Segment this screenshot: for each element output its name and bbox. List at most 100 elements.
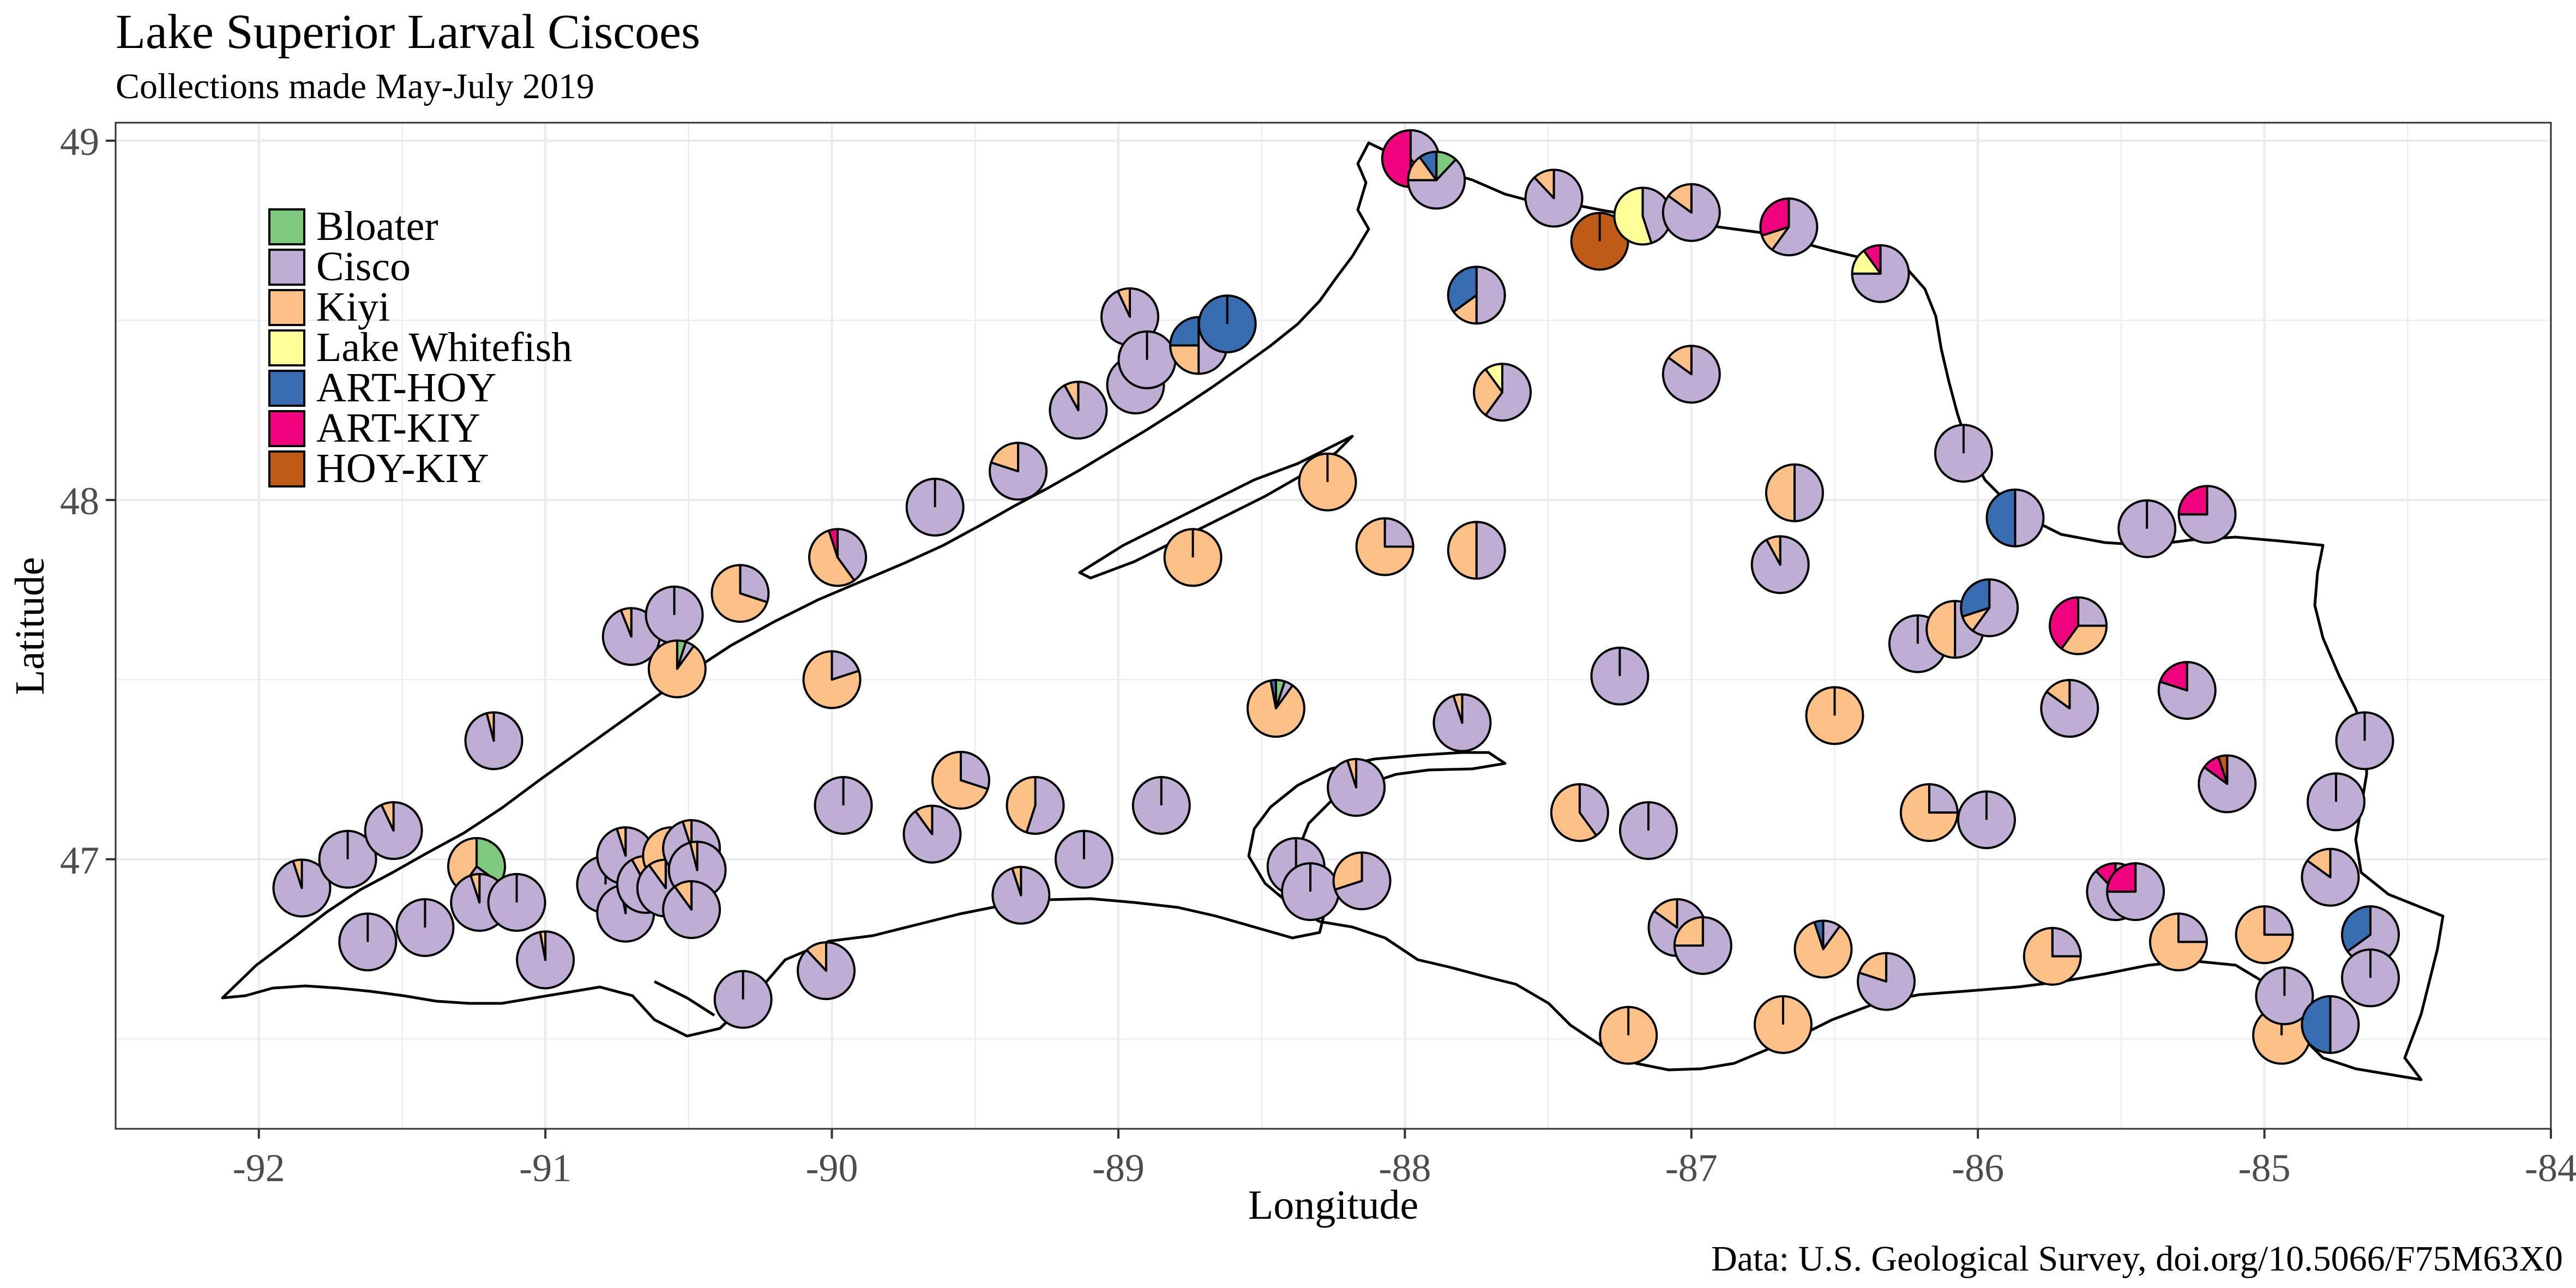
pie-marker <box>1590 646 1650 706</box>
pie-slice <box>990 442 1020 473</box>
pie-marker <box>2049 596 2108 655</box>
pie-marker <box>2040 679 2099 738</box>
legend-label: Lake Whitefish <box>316 324 572 370</box>
pie-slice <box>2106 862 2137 893</box>
pie-marker <box>1550 783 1609 842</box>
pie-marker <box>1447 266 1506 325</box>
pie-slice <box>673 880 693 911</box>
pie-marker <box>318 829 377 889</box>
pie-marker <box>2177 485 2237 544</box>
pie-slice <box>689 840 699 871</box>
pie-marker <box>1599 1006 1658 1065</box>
pie-marker <box>1759 197 1819 257</box>
pie-slice <box>2306 847 2332 878</box>
pie-slice <box>2263 905 2294 936</box>
pie-slice <box>2177 485 2237 544</box>
legend-label: Bloater <box>316 203 438 249</box>
pie-slice <box>1355 517 1415 576</box>
legend-key <box>268 208 305 245</box>
pie-slice <box>1011 865 1022 896</box>
pie-marker <box>797 941 856 1001</box>
pie-slice <box>711 564 768 623</box>
pie-slice <box>647 639 707 699</box>
y-tick-label: 49 <box>60 120 99 164</box>
keweenaw-peninsula-shoreline <box>653 980 715 1017</box>
pie-marker <box>808 528 868 587</box>
legend-key <box>268 410 305 447</box>
pie-slice <box>1475 521 1506 580</box>
pie-slice <box>380 801 395 832</box>
pie-slice <box>1928 783 1959 814</box>
x-tick-label: -90 <box>806 1146 858 1190</box>
pie-slice <box>292 858 303 889</box>
x-tick-label: -91 <box>519 1146 571 1190</box>
pie-slice <box>1063 381 1080 412</box>
pie-slice <box>1613 186 1653 246</box>
pie-slice <box>470 872 481 904</box>
pie-slice <box>619 607 633 638</box>
pie-marker <box>713 970 773 1029</box>
pie-marker <box>1447 521 1506 580</box>
pie-slice <box>1006 775 1037 834</box>
pie-marker <box>2235 905 2294 965</box>
pie-slice <box>2148 912 2208 972</box>
pie-slice <box>447 836 478 891</box>
y-tick-label: 47 <box>60 839 99 882</box>
pie-slice <box>802 650 862 709</box>
pie-marker <box>1793 919 1853 979</box>
pie-slice <box>1475 266 1506 325</box>
pie-slice <box>1418 151 1438 182</box>
pie-marker <box>1407 151 1466 210</box>
pie-marker <box>1524 168 1584 228</box>
legend-key <box>268 289 305 326</box>
legend-label: HOY-KIY <box>316 446 489 491</box>
x-tick-label: -92 <box>233 1146 285 1190</box>
x-tick-label: -85 <box>2238 1146 2291 1190</box>
pie-marker <box>1473 363 1532 422</box>
pie-marker <box>1332 851 1392 911</box>
pie-marker <box>1433 693 1492 753</box>
pie-marker <box>1327 758 1386 817</box>
pie-marker <box>2301 995 2360 1054</box>
pie-slice <box>2235 905 2294 965</box>
pie-marker <box>487 872 546 932</box>
chart-title: Lake Superior Larval Ciscoes <box>116 5 700 59</box>
pie-marker <box>2341 905 2400 965</box>
pie-marker <box>647 639 707 699</box>
plot-panel <box>116 123 2551 1129</box>
pie-slice <box>1346 758 1358 789</box>
pie-slice <box>1667 183 1693 214</box>
pie-slice <box>2045 679 2071 710</box>
pie-marker <box>989 442 1048 501</box>
pie-slice <box>1960 578 1991 618</box>
x-tick-label: -88 <box>1379 1146 1431 1190</box>
pie-marker <box>1618 801 1678 860</box>
pie-marker <box>645 585 704 645</box>
pie-slice <box>2177 912 2208 943</box>
pie-slice <box>1550 783 1598 842</box>
pie-slice <box>1925 600 1957 659</box>
pie-marker <box>1662 183 1721 242</box>
pie-marker <box>1054 829 1114 889</box>
pie-slice <box>1673 916 1732 975</box>
pie-marker <box>711 564 770 623</box>
pie-slice <box>1533 168 1555 200</box>
x-tick-label: -89 <box>1092 1146 1145 1190</box>
pie-marker <box>2117 499 2177 558</box>
pie-marker <box>364 801 423 860</box>
pie-marker <box>662 880 721 940</box>
pie-slice <box>836 528 868 582</box>
pie-slice <box>1862 244 1882 275</box>
legend-label: Cisco <box>316 244 411 290</box>
pie-marker <box>395 898 455 957</box>
pie-marker <box>1805 686 1864 745</box>
pie-marker <box>905 478 965 537</box>
pie-slice <box>1383 517 1415 548</box>
pie-slice <box>1759 197 1790 237</box>
pie-marker <box>2335 711 2394 771</box>
pie-slice <box>2023 926 2082 986</box>
pie-marker <box>1857 952 1916 1011</box>
pie-slice <box>1653 898 1678 929</box>
